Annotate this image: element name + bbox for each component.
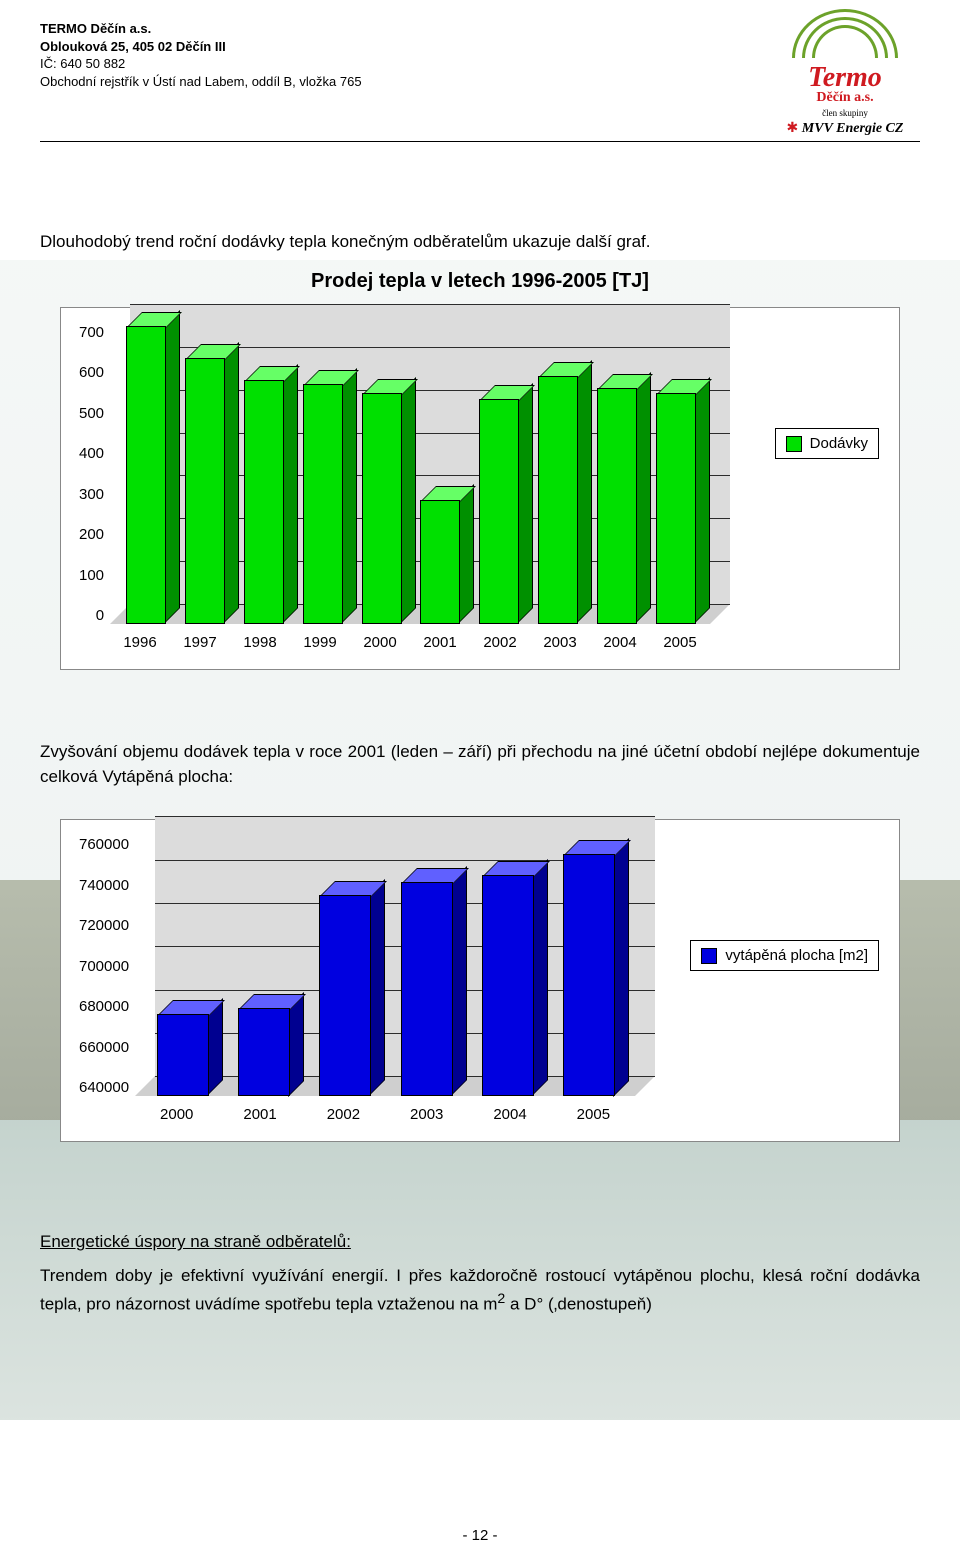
xtick-label: 2004 [603,634,636,651]
chart2-xaxis: 2000 2001 2002 2003 2004 2005 [135,1106,635,1123]
legend-swatch [786,436,802,452]
chart1: 700 600 500 400 300 200 100 0 1996 1997 1998 1999 2… [60,307,900,670]
legend-swatch [701,948,717,964]
chart2: 760000 740000 720000 700000 680000 660000 6400… [60,819,900,1142]
bar [597,390,635,624]
ytick-label: 700000 [79,958,129,975]
bottom-text: Trendem doby je efektivní využívání ener… [40,1264,920,1317]
xtick-label: 2003 [410,1106,443,1123]
xtick-label: 2003 [543,634,576,651]
bar [563,856,613,1097]
chart1-legend: Dodávky [775,428,879,459]
chart1-yaxis: 700 600 500 400 300 200 100 0 [79,324,110,624]
ytick-label: 400 [79,445,104,462]
company-info: TERMO Děčín a.s. Oblouková 25, 405 02 Dě… [40,20,362,90]
xtick-label: 1997 [183,634,216,651]
bar [185,360,223,624]
ytick-label: 200 [79,526,104,543]
ytick-label: 760000 [79,836,129,853]
bar [656,395,694,624]
bar [538,378,576,624]
ytick-label: 300 [79,486,104,503]
xtick-label: 2002 [327,1106,360,1123]
chart1-title: Prodej tepla v letech 1996-2005 [TJ] [40,270,920,293]
company-address: Oblouková 25, 405 02 Děčín III [40,38,362,56]
xtick-label: 2000 [160,1106,193,1123]
company-name: TERMO Děčín a.s. [40,20,362,38]
mid-text: Zvyšování objemu dodávek tepla v roce 20… [40,740,920,789]
logo-member: člen skupiny [770,108,920,118]
section-title: Energetické úspory na straně odběratelů: [40,1232,920,1252]
chart1-plot [110,324,710,624]
ytick-label: 660000 [79,1039,129,1056]
ytick-label: 640000 [79,1079,129,1096]
legend-label: vytápěná plocha [m2] [725,947,868,964]
bar [420,502,458,624]
xtick-label: 1996 [123,634,156,651]
intro-text: Dlouhodobý trend roční dodávky tepla kon… [40,232,920,252]
chart1-xaxis: 1996 1997 1998 1999 2000 2001 2002 2003 2004 2005 [110,634,710,651]
ytick-label: 720000 [79,917,129,934]
company-registry: Obchodní rejstřík v Ústí nad Labem, oddí… [40,73,362,91]
bar [482,877,532,1096]
xtick-label: 1998 [243,634,276,651]
bar [238,1010,288,1097]
company-ic: IČ: 640 50 882 [40,55,362,73]
xtick-label: 1999 [303,634,336,651]
ytick-label: 600 [79,364,104,381]
ytick-label: 100 [79,567,104,584]
bar [244,382,282,624]
xtick-label: 2001 [423,634,456,651]
xtick-label: 2001 [243,1106,276,1123]
ytick-label: 500 [79,405,104,422]
logo-sub: Děčín a.s. [770,90,920,106]
chart2-plot [135,836,635,1096]
chart2-yaxis: 760000 740000 720000 700000 680000 660000 6400… [79,836,135,1096]
bar [362,395,400,624]
ytick-label: 700 [79,324,104,341]
xtick-label: 2002 [483,634,516,651]
bar [401,884,451,1096]
ytick-label: 680000 [79,998,129,1015]
logo-sun-icon [770,20,920,64]
logo-wordmark: Termo [770,64,920,92]
bar [319,897,369,1096]
legend-label: Dodávky [810,435,868,452]
bar [157,1016,207,1096]
xtick-label: 2005 [577,1106,610,1123]
ytick-label: 740000 [79,877,129,894]
page-number: - 12 - [0,1527,960,1544]
logo-mvv: ✱ MVV Energie CZ [770,120,920,137]
logo-block: Termo Děčín a.s. člen skupiny ✱ MVV Ener… [770,20,920,137]
bar [479,401,517,624]
bar [126,328,164,624]
xtick-label: 2004 [493,1106,526,1123]
star-icon: ✱ [787,121,799,136]
xtick-label: 2005 [663,634,696,651]
chart2-legend: vytápěná plocha [m2] [690,940,879,971]
page-header: TERMO Děčín a.s. Oblouková 25, 405 02 Dě… [40,20,920,142]
ytick-label: 0 [96,607,104,624]
xtick-label: 2000 [363,634,396,651]
bar [303,386,341,624]
